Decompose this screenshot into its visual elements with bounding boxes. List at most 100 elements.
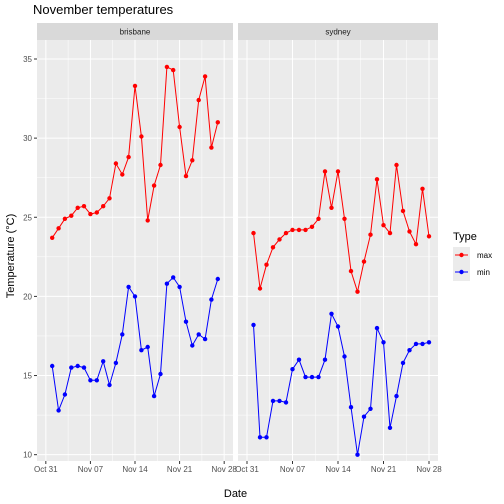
data-point-min: [50, 363, 55, 369]
data-point-max: [196, 97, 201, 103]
data-point-min: [316, 374, 321, 380]
data-point-min: [426, 340, 432, 345]
data-point-min: [171, 275, 176, 280]
data-point-max: [270, 245, 276, 250]
data-point-max: [139, 134, 144, 139]
y-tick-label: 25: [23, 213, 32, 222]
data-point-min: [277, 398, 282, 404]
data-point-min: [113, 360, 119, 366]
x-axis-title: Date: [224, 488, 247, 500]
data-point-min: [290, 367, 295, 372]
data-point-min: [75, 363, 80, 369]
data-point-max: [171, 67, 176, 73]
data-point-min: [342, 354, 347, 359]
facet-strip: [238, 23, 438, 40]
data-point-max: [355, 289, 360, 294]
x-tick-label: Oct 31: [235, 465, 259, 474]
data-point-min: [120, 332, 125, 337]
legend-title: Type: [453, 231, 477, 243]
data-point-max: [145, 218, 150, 223]
data-point-min: [296, 357, 302, 362]
data-point-min: [183, 319, 189, 324]
legend-key-point: [459, 269, 464, 275]
y-tick-label: 10: [23, 451, 32, 460]
data-point-max: [348, 268, 354, 274]
y-tick-label: 35: [23, 55, 32, 64]
data-point-max: [50, 235, 55, 240]
data-point-min: [257, 435, 263, 440]
data-point-min: [374, 325, 380, 331]
data-point-max: [257, 286, 263, 291]
x-tick-label: Nov 28: [212, 465, 238, 474]
data-point-min: [394, 393, 399, 399]
data-point-min: [407, 348, 412, 353]
data-point-min: [368, 406, 373, 411]
data-point-min: [94, 378, 100, 383]
facet-strip-label: sydney: [325, 28, 350, 37]
data-point-max: [132, 83, 138, 89]
data-point-max: [322, 169, 328, 174]
series-min: [50, 275, 220, 413]
data-point-max: [126, 154, 131, 160]
y-axis: 10 15 20 25 30 35: [23, 55, 37, 460]
data-point-min: [164, 281, 170, 286]
data-point-max: [101, 204, 106, 209]
data-point-min: [151, 393, 157, 399]
data-point-min: [303, 374, 308, 380]
data-point-max: [177, 124, 182, 130]
x-tick-label: Nov 14: [325, 465, 351, 474]
data-point-min: [270, 398, 276, 404]
data-point-min: [177, 284, 182, 290]
data-point-max: [209, 145, 214, 150]
data-point-min: [329, 311, 334, 316]
facet-strip: [37, 23, 233, 40]
data-point-max: [361, 259, 367, 264]
data-point-min: [145, 344, 150, 350]
data-point-min: [400, 360, 406, 366]
data-point-min: [56, 408, 61, 413]
data-point-max: [158, 162, 163, 168]
data-point-min: [101, 359, 106, 364]
data-point-max: [283, 230, 289, 236]
chart-title: November temperatures: [33, 2, 174, 17]
data-point-min: [62, 392, 68, 397]
data-point-max: [335, 169, 341, 174]
y-tick-label: 15: [23, 372, 32, 381]
data-point-max: [342, 216, 347, 221]
data-point-min: [381, 340, 386, 345]
data-point-max: [202, 74, 208, 79]
data-point-max: [190, 158, 195, 163]
data-point-min: [126, 284, 131, 290]
data-point-min: [158, 371, 163, 377]
data-point-max: [387, 230, 393, 236]
y-tick-label: 20: [23, 292, 32, 301]
x-tick-label: Nov 07: [280, 465, 306, 474]
legend-label: min: [477, 268, 490, 277]
data-point-max: [407, 229, 412, 234]
data-point-max: [296, 227, 302, 233]
data-point-max: [309, 224, 315, 229]
data-point-max: [374, 177, 380, 182]
data-point-max: [277, 237, 282, 242]
data-point-min: [215, 276, 220, 282]
data-point-min: [413, 341, 419, 347]
data-point-min: [361, 414, 367, 419]
series-max: [251, 162, 432, 294]
data-point-min: [348, 405, 354, 410]
x-tick-label: Nov 14: [122, 465, 148, 474]
data-point-min: [283, 400, 289, 405]
data-point-max: [69, 213, 74, 218]
data-point-max: [400, 208, 406, 214]
series-line-max: [253, 164, 430, 294]
data-point-max: [75, 205, 80, 210]
data-point-min: [81, 365, 87, 370]
data-point-max: [264, 262, 269, 267]
data-point-min: [309, 374, 315, 380]
x-tick-label: Nov 21: [167, 465, 193, 474]
data-point-min: [322, 357, 328, 362]
legend-entry-min: min: [453, 264, 490, 281]
data-point-max: [62, 216, 68, 221]
data-point-min: [264, 435, 269, 440]
series-line-min: [253, 312, 430, 455]
